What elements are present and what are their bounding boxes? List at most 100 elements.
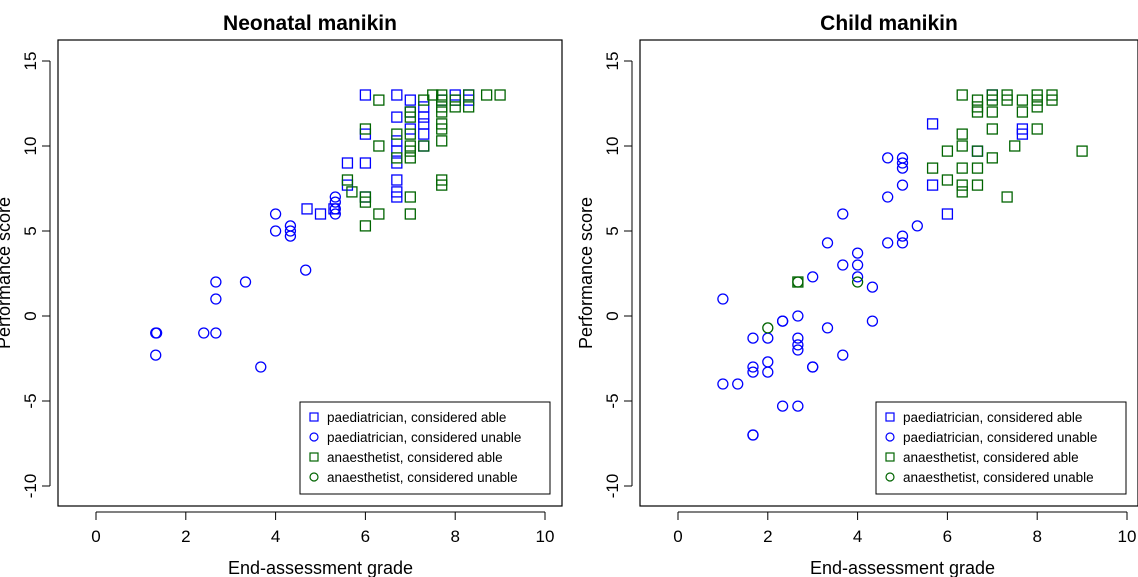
y-axis: -10 -5 0 5 10 15 Performance score (0, 52, 51, 499)
legend-marker (885, 412, 895, 422)
legend-marker (309, 412, 319, 422)
x-tick-label: 4 (853, 527, 862, 546)
data-point (269, 208, 282, 220)
y-tick-label: -10 (603, 474, 622, 499)
data-point (1031, 123, 1043, 135)
data-point (436, 94, 448, 106)
data-point (329, 196, 341, 208)
data-point (851, 259, 864, 271)
data-point (971, 145, 984, 157)
data-point (449, 101, 461, 113)
data-point (359, 89, 372, 101)
y-tick-label: 5 (603, 226, 622, 235)
data-point (882, 191, 894, 203)
data-point (210, 293, 222, 305)
series-2 (150, 191, 341, 373)
x-tick-label: 0 (673, 527, 682, 546)
data-point (346, 186, 358, 198)
data-point (851, 276, 864, 288)
data-point (851, 271, 864, 283)
data-point (359, 196, 372, 208)
data-point (971, 162, 984, 174)
y-axis-label: Performance score (576, 197, 596, 349)
data-point (359, 157, 372, 169)
legend-marker (309, 452, 319, 462)
data-point (941, 208, 954, 220)
y-tick-label: -10 (21, 474, 40, 499)
series-1 (301, 89, 475, 220)
data-point (1031, 94, 1043, 106)
series-2 (717, 152, 923, 441)
legend: paediatrician, considered able paediatric… (875, 401, 1127, 495)
data-point (1076, 145, 1088, 157)
data-point (792, 400, 804, 412)
data-point (851, 247, 864, 259)
data-point (359, 123, 372, 135)
plot-frame (57, 39, 563, 507)
data-point (239, 276, 252, 288)
legend-label: paediatrician, considered able (327, 410, 506, 425)
data-point (821, 237, 834, 249)
data-point (882, 237, 894, 249)
legend-label: paediatrician, considered unable (327, 430, 521, 445)
legend-label: anaesthetist, considered unable (903, 470, 1094, 485)
data-point (329, 208, 341, 220)
y-tick-label: 15 (603, 52, 622, 71)
data-point (341, 157, 354, 169)
data-point (821, 322, 834, 334)
data-point (404, 94, 416, 106)
x-tick-label: 6 (943, 527, 952, 546)
data-point (762, 332, 774, 344)
data-point (956, 186, 968, 198)
data-point (391, 191, 403, 203)
data-point (329, 191, 341, 203)
data-point (150, 327, 163, 339)
data-point (198, 327, 210, 339)
y-tick-label: -5 (603, 393, 622, 408)
series-3 (341, 89, 506, 232)
data-point (1001, 94, 1013, 106)
x-axis: 0 2 4 6 8 10 End-assessment grade (673, 511, 1137, 577)
data-point (391, 135, 403, 147)
data-point (463, 89, 475, 101)
data-point (391, 89, 403, 101)
data-point (373, 140, 385, 152)
chart-title: Neonatal manikin (223, 12, 397, 35)
data-point (896, 179, 909, 191)
data-point (359, 220, 372, 232)
data-point (792, 339, 804, 351)
x-tick-label: 0 (91, 527, 100, 546)
data-point (391, 174, 403, 186)
data-point (404, 145, 416, 157)
data-point (418, 140, 430, 152)
data-point (404, 111, 416, 123)
data-point (418, 101, 430, 113)
legend-label: paediatrician, considered unable (903, 430, 1097, 445)
data-point (1046, 94, 1058, 106)
data-point (762, 322, 774, 334)
x-tick-label: 10 (1118, 527, 1137, 546)
x-tick-label: 2 (181, 527, 190, 546)
data-point (255, 361, 267, 373)
legend-marker (885, 432, 895, 442)
data-point (986, 152, 998, 164)
data-point (404, 208, 416, 220)
data-point (436, 123, 448, 135)
data-point (391, 111, 403, 123)
x-tick-label: 4 (271, 527, 280, 546)
legend-marker (309, 432, 319, 442)
legend-marker (309, 472, 319, 482)
legend-label: anaesthetist, considered able (903, 450, 1079, 465)
data-point (329, 203, 341, 215)
data-point (747, 361, 759, 373)
data-point (391, 152, 403, 164)
data-point (956, 162, 968, 174)
data-point (449, 94, 461, 106)
y-tick-label: 10 (603, 137, 622, 156)
data-point (896, 157, 909, 169)
data-point (269, 225, 282, 237)
legend-box (299, 401, 551, 495)
legend-marker (885, 472, 895, 482)
data-point (807, 361, 819, 373)
y-tick-label: 5 (21, 226, 40, 235)
